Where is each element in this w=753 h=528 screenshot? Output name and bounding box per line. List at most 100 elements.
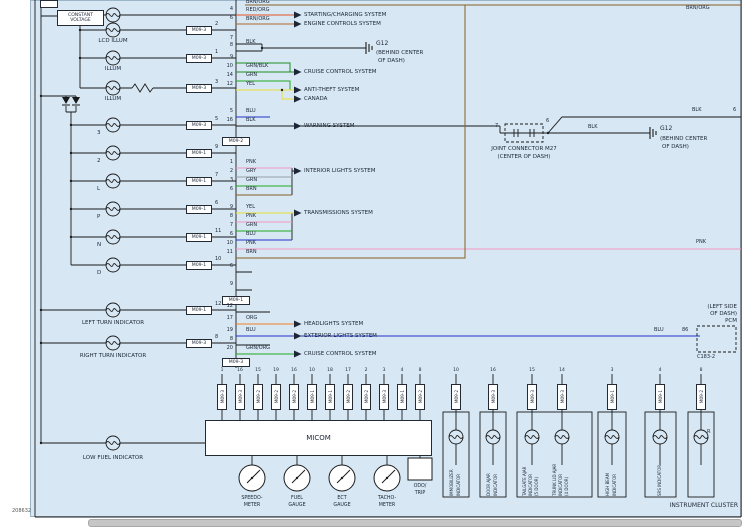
wire-color-label: GRN (246, 222, 258, 228)
connector-box: M09-1 (222, 296, 250, 305)
pin-number: 7 (229, 35, 233, 41)
gauge-label: FUEL (291, 496, 303, 501)
pin-number: 6 (229, 263, 233, 269)
constant-voltage-label-1: CONSTANT (67, 12, 93, 18)
pin-number: 16 (237, 368, 243, 373)
document-number: 208632 (12, 508, 32, 514)
connector-box: M09-2 (343, 384, 353, 410)
pin-number: 16 (226, 117, 233, 123)
connector-box: M09-2 (361, 384, 371, 410)
pin-number: 20 (226, 345, 233, 351)
pin-number: 11 (215, 228, 222, 234)
pin-number: 8 (215, 334, 219, 340)
connector-label: M09-2 (228, 139, 244, 144)
ground-id: G12 (660, 125, 673, 132)
connector-label: M09-1 (191, 178, 207, 184)
pin-number: 7 (495, 123, 499, 129)
gauge-label: SPEEDO- (241, 496, 263, 501)
wire-color-label: YEL (246, 81, 255, 87)
wire-color-label: BRN/ORG (246, 0, 270, 5)
pin-number: 12 (215, 301, 222, 307)
pcm-name: PCM (725, 318, 737, 324)
system-label: CRUISE CONTROL SYSTEM (304, 351, 377, 357)
gauge-icons (238, 464, 401, 492)
colored-wires (236, 4, 741, 355)
connector-label: M09-2 (273, 390, 279, 404)
pin-number: 10 (453, 368, 459, 373)
pin-number: 10 (215, 256, 222, 262)
joint-connector-box (504, 123, 544, 143)
wire-color-label: BLK (246, 39, 256, 45)
pin-number: 6 (546, 118, 550, 124)
connector-label: M09-3 (191, 85, 207, 91)
indicator-label: SRS INDICATOR (657, 464, 662, 496)
lamp-label: LCD ILLUM (98, 38, 128, 44)
connector-box: M09-3 (186, 25, 212, 35)
connector-label: M09-2 (698, 390, 704, 404)
wire-color-label: BLU (246, 327, 256, 333)
system-label: EXTERIOR LIGHTS SYSTEM (304, 333, 377, 339)
pcm-location: OF DASH) (710, 311, 737, 317)
system-label: CANADA (304, 96, 328, 102)
pin-number: 12 (226, 303, 233, 309)
constant-voltage-box: CONSTANT VOLTAGE (57, 10, 104, 26)
wire-color-label: BRN/ORG (686, 5, 710, 11)
connector-label: M09-1 (191, 206, 207, 212)
connector-label: M09-2 (453, 390, 459, 404)
indicator-label: DOOR AJAR (486, 473, 491, 496)
lamp-label: ILLUM (104, 66, 122, 72)
wire-color-label: PNK (246, 213, 257, 219)
odo-label: TRIP (414, 491, 426, 496)
pin-number: 6 (229, 186, 233, 192)
pin-number: 15 (529, 368, 535, 373)
pin-number: 9 (229, 281, 233, 287)
connector-label: M09-3 (490, 390, 496, 404)
connector-label: M09-3 (529, 390, 535, 404)
system-label: ENGINE CONTROLS SYSTEM (304, 21, 381, 27)
pin-number: 10 (309, 368, 315, 373)
ground-icons (361, 41, 657, 140)
pin-number: 8 (229, 42, 233, 48)
pin-number: 8 (229, 336, 233, 342)
connector-box: M09-1 (397, 384, 407, 410)
system-label: STARTING/CHARGING SYSTEM (304, 12, 387, 18)
ground-location: OF DASH) (662, 144, 689, 150)
connector-box: M09-3 (235, 384, 245, 410)
connector-label: M09-1 (327, 390, 333, 404)
lamp-label: LEFT TURN INDICATOR (81, 320, 145, 326)
connector-box: M09-1 (186, 232, 212, 242)
system-label: ANTI-THEFT SYSTEM (304, 87, 360, 93)
micom-box: MICOM (205, 420, 432, 456)
pin-number: 8 (229, 213, 233, 219)
horizontal-scrollbar[interactable] (88, 519, 742, 527)
wire-color-label: BRN (246, 249, 257, 255)
connector-label: M09-2 (417, 390, 423, 404)
gauge-label: GAUGE (288, 503, 306, 508)
ground-location: (BEHIND CENTER (660, 136, 708, 142)
diode-icons (61, 96, 81, 106)
wire-color-label: BLK (692, 107, 702, 113)
connector-box: M09-3 (217, 384, 227, 410)
constant-voltage-label-2: VOLTAGE (70, 18, 91, 23)
pin-number: 9 (229, 204, 233, 210)
connector-label: M09-1 (191, 307, 207, 313)
indicator-label: (4 DOOR) (564, 476, 569, 496)
pin-number: 6 (733, 107, 737, 113)
connector-box: M09-2 (696, 384, 706, 410)
wire-color-label: BLU (246, 231, 256, 237)
indicator-label: R (707, 429, 711, 435)
junction-dots (39, 28, 550, 445)
connector-label: M09-2 (255, 390, 261, 404)
pin-number: 18 (327, 368, 333, 373)
connector-box: M09-3 (186, 338, 212, 348)
connector-label: M09-3 (219, 390, 225, 404)
odo-trip-display-icon (407, 457, 433, 481)
connector-box: M09-3 (186, 83, 212, 93)
connector-label: M09-1 (309, 390, 315, 404)
connector-label: M09-1 (228, 298, 244, 303)
connector-label: M09-1 (191, 234, 207, 240)
power-feed-box (40, 0, 58, 8)
connector-box: M09-2 (253, 384, 263, 410)
pin-number: 19 (226, 327, 233, 333)
